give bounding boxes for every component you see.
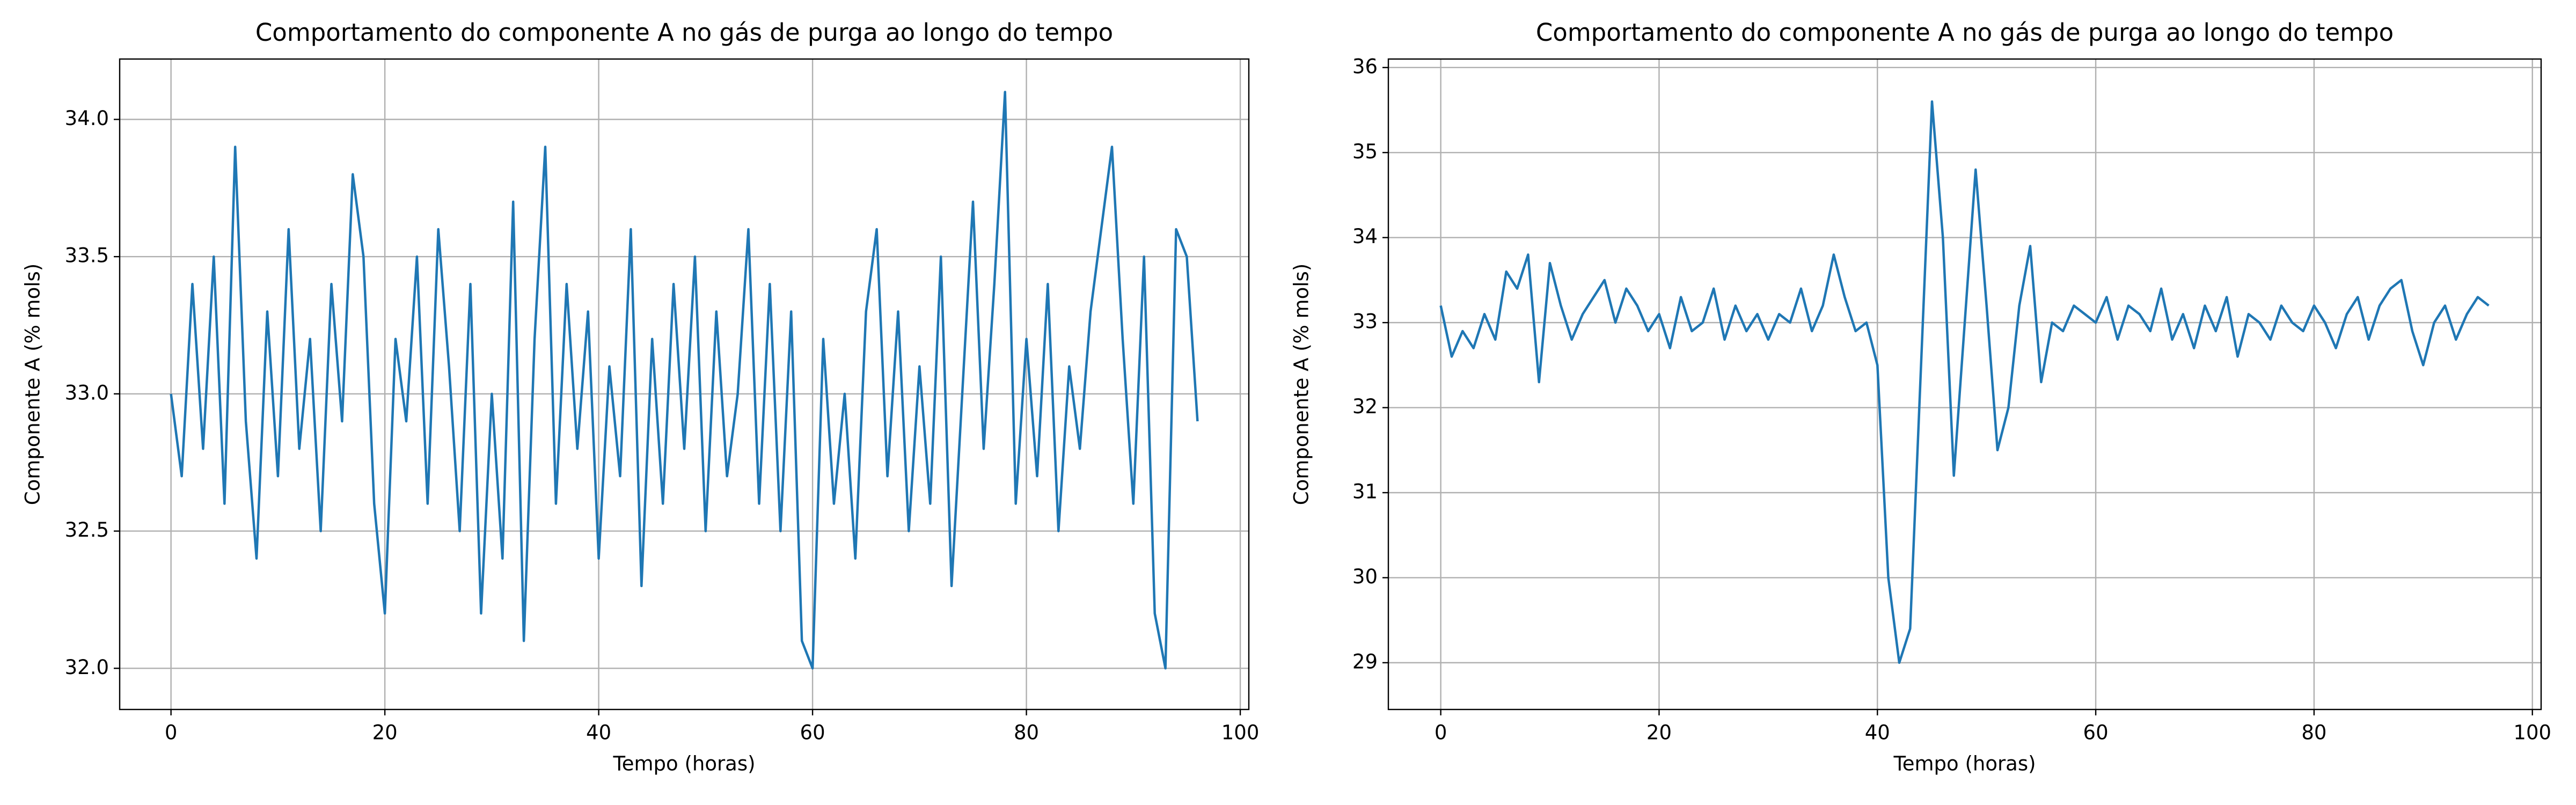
x-tick-label: 0 [165,721,178,744]
y-tick-label: 32 [1352,395,1378,418]
x-tick-label: 60 [2083,721,2109,744]
y-tick-label: 36 [1352,55,1378,78]
x-tick-label: 40 [1865,721,1890,744]
y-tick-label: 32.5 [65,518,109,541]
y-tick-label: 34.0 [65,107,109,130]
data-line [1439,100,2490,664]
x-tick-label: 80 [1014,721,1039,744]
y-tick-label: 35 [1352,140,1378,163]
y-tick-label: 33.0 [65,381,109,404]
y-tick-label: 33 [1352,310,1378,333]
axes-frame [119,58,1250,711]
x-tick-label: 20 [372,721,398,744]
x-tick-label: 20 [1646,721,1672,744]
x-axis-label: Tempo (horas) [612,752,755,775]
y-tick-label: 33.5 [65,244,109,267]
y-tick-label: 29 [1352,650,1378,673]
x-tick-label: 80 [2301,721,2326,744]
y-tick-label: 31 [1352,480,1378,503]
y-tick-label: 34 [1352,225,1378,248]
x-tick-label: 100 [1221,721,1260,744]
x-tick-label: 100 [2513,721,2551,744]
axes-frame [1387,58,2542,711]
chart-title: Comportamento do componente A no gás de … [1536,18,2394,47]
x-tick-label: 60 [800,721,825,744]
x-axis-label: Tempo (horas) [1893,752,2036,775]
y-tick-label: 30 [1352,565,1378,588]
y-axis-label: Componente A (% mols) [21,264,45,505]
chart-title: Comportamento do componente A no gás de … [255,18,1113,47]
y-tick-label: 32.0 [65,656,109,679]
x-tick-label: 40 [586,721,611,744]
x-tick-label: 0 [1435,721,1447,744]
y-axis-label: Componente A (% mols) [1290,264,1313,505]
data-line [170,91,1199,670]
